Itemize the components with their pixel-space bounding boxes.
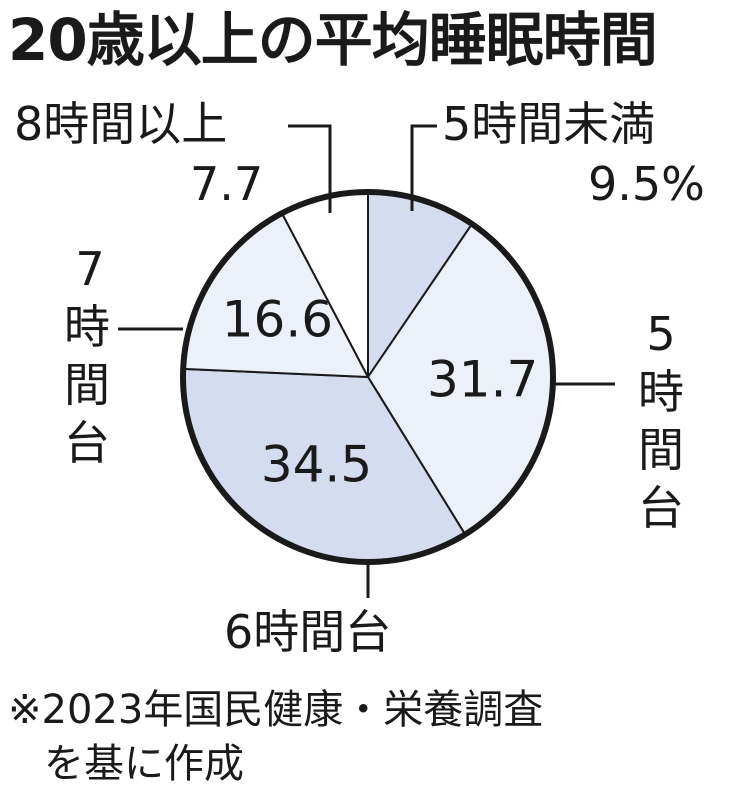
value-under5: 9.5% xyxy=(588,157,705,211)
slice-value-3: 16.6 xyxy=(222,291,333,349)
chart-title: 20歳以上の平均睡眠時間 xyxy=(8,6,658,74)
leader-over8 xyxy=(288,124,332,213)
slice-value-2: 34.5 xyxy=(261,436,372,494)
slice-value-1: 31.7 xyxy=(427,351,538,409)
value-over8: 7.7 xyxy=(190,157,264,211)
label-h6: 6時間台 xyxy=(224,605,392,659)
label-h5: 5時間台 xyxy=(638,307,684,535)
leader-under5 xyxy=(410,124,437,211)
source-note-line1: ※2023年国民健康・栄養調査 xyxy=(8,687,544,733)
source-note-line2: を基に作成 xyxy=(44,741,244,787)
label-under5: 5時間未満 xyxy=(442,97,656,151)
label-h7-num: 7 xyxy=(75,242,105,296)
label-over8: 8時間以上 xyxy=(14,97,228,151)
label-h7: 時間台 xyxy=(64,300,110,470)
